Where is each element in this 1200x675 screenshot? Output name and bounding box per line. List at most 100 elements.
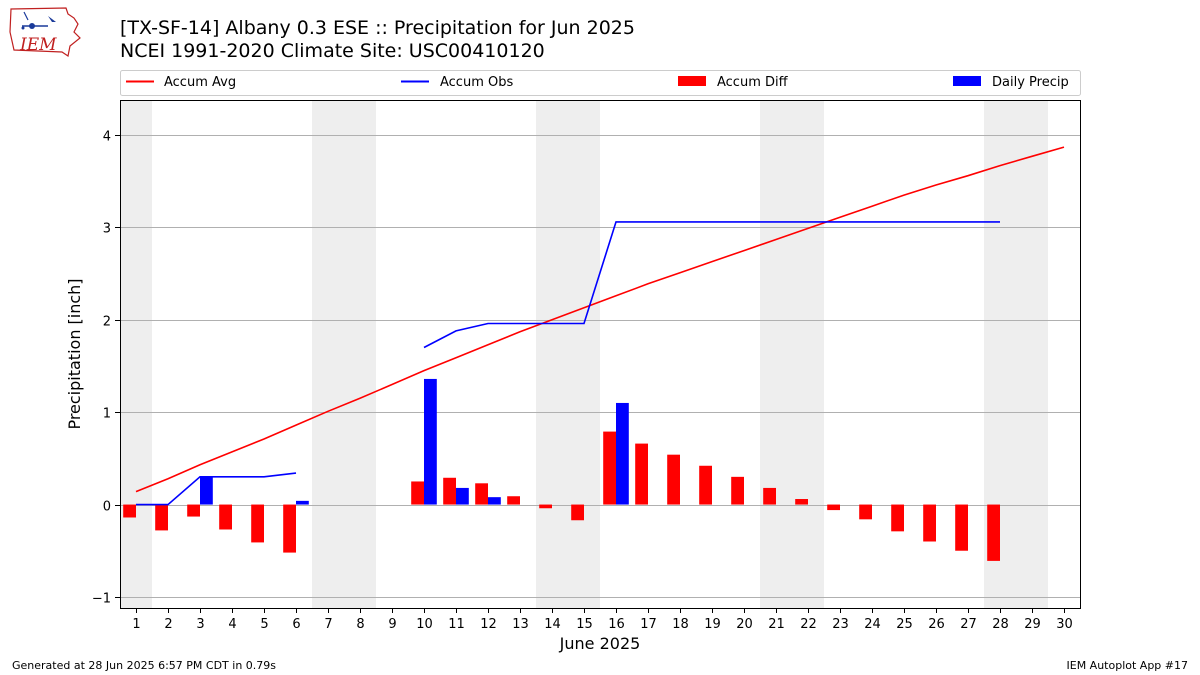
diff-bar	[283, 504, 296, 553]
accum-avg-line	[135, 146, 1065, 493]
weekend-band	[120, 100, 152, 608]
x-tick-label: 6	[292, 617, 300, 632]
x-tick-label: 11	[448, 617, 465, 632]
diff-bar	[699, 465, 712, 505]
weekend-band	[1016, 100, 1048, 608]
plot-frame	[120, 100, 1081, 609]
y-tick-label: 1	[103, 407, 111, 422]
diff-bar	[955, 504, 968, 551]
iem-logo: IEM	[8, 6, 82, 60]
legend-swatch-daily-precip	[953, 76, 981, 86]
x-tick-label: 1	[132, 617, 140, 632]
x-tick-label: 24	[864, 617, 881, 632]
diff-bar	[795, 499, 808, 505]
y-axis-label: Precipitation [inch]	[65, 278, 84, 429]
weekend-shading	[120, 100, 1048, 608]
x-tick-label: 14	[544, 617, 561, 632]
weekend-band	[344, 100, 376, 608]
x-tick-label: 21	[768, 617, 785, 632]
bars	[123, 378, 1000, 561]
x-axis-ticks: 1 2 3 4 5 6 7 8 9 10 11 12 13 14 15 16 17 18 19 20 21 22 23 24 2…	[132, 608, 1073, 632]
x-tick-label: 22	[800, 617, 817, 632]
diff-bar	[763, 487, 776, 505]
legend-label-daily-precip: Daily Precip	[992, 75, 1069, 90]
diff-bar	[731, 476, 744, 505]
weekend-band	[568, 100, 600, 608]
diff-bar	[571, 504, 584, 521]
footer-generated: Generated at 28 Jun 2025 6:57 PM CDT in …	[12, 659, 277, 672]
chart-subtitle: NCEI 1991-2020 Climate Site: USC00410120	[120, 40, 545, 62]
weekend-band	[760, 100, 792, 608]
x-tick-label: 30	[1056, 617, 1073, 632]
daily-precip-bar	[488, 497, 501, 505]
diff-bar	[859, 504, 872, 520]
iem-state-logo-icon: IEM	[9, 7, 81, 57]
x-tick-label: 8	[356, 617, 364, 632]
diff-bar	[475, 483, 488, 505]
x-tick-label: 13	[512, 617, 529, 632]
daily-precip-bar	[616, 402, 629, 505]
x-tick-label: 16	[608, 617, 625, 632]
legend-label-accum-obs: Accum Obs	[440, 75, 513, 90]
diff-bar	[411, 481, 424, 505]
legend-label-accum-diff: Accum Diff	[717, 75, 789, 90]
x-tick-label: 3	[196, 617, 204, 632]
x-tick-label: 17	[640, 617, 657, 632]
y-tick-label: 4	[103, 130, 111, 145]
y-tick-label: 0	[103, 500, 111, 515]
x-tick-label: 5	[260, 617, 268, 632]
x-tick-label: 29	[1024, 617, 1041, 632]
x-tick-label: 26	[928, 617, 945, 632]
diff-bar	[507, 496, 520, 505]
x-tick-label: 9	[388, 617, 396, 632]
x-tick-label: 23	[832, 617, 849, 632]
diff-bar	[987, 504, 1000, 561]
x-tick-label: 15	[576, 617, 593, 632]
x-tick-label: 20	[736, 617, 753, 632]
legend-frame	[120, 70, 1081, 96]
daily-precip-bar	[296, 500, 309, 505]
x-tick-label: 18	[672, 617, 689, 632]
y-tick-label: 3	[103, 222, 111, 237]
logo-text: IEM	[19, 35, 57, 55]
x-tick-label: 12	[480, 617, 497, 632]
x-tick-label: 4	[228, 617, 236, 632]
y-axis-ticks: −1 0 1 2 3 4	[92, 130, 120, 607]
diff-bar	[123, 504, 136, 518]
lines	[135, 146, 1065, 506]
diff-bar	[539, 504, 552, 509]
weekend-band	[536, 100, 568, 608]
x-axis-label: June 2025	[559, 634, 641, 653]
diff-bar	[155, 504, 168, 531]
daily-precip-bar	[424, 378, 437, 505]
y-tick-label: −1	[92, 592, 111, 607]
x-tick-label: 25	[896, 617, 913, 632]
diff-bar	[251, 504, 264, 543]
diff-bar	[635, 443, 648, 505]
diff-bar	[219, 504, 232, 530]
x-tick-label: 2	[164, 617, 172, 632]
x-tick-label: 28	[992, 617, 1009, 632]
weekend-band	[792, 100, 824, 608]
diff-bar	[443, 477, 456, 505]
diff-bar	[603, 431, 616, 505]
chart-title: [TX-SF-14] Albany 0.3 ESE :: Precipitati…	[120, 17, 635, 39]
diff-bar	[923, 504, 936, 542]
diff-bar	[891, 504, 904, 532]
legend: Accum Avg Accum Obs Accum Diff Daily Pre…	[120, 70, 1081, 96]
x-tick-label: 7	[324, 617, 332, 632]
daily-precip-bar	[200, 476, 213, 505]
weekend-band	[312, 100, 344, 608]
y-tick-label: 2	[103, 315, 111, 330]
diff-bar	[827, 504, 840, 511]
grid-lines	[120, 135, 1080, 598]
accum-obs-line	[423, 221, 1000, 349]
x-tick-label: 27	[960, 617, 977, 632]
legend-label-accum-avg: Accum Avg	[164, 75, 236, 90]
legend-swatch-accum-diff	[678, 76, 706, 86]
footer-app: IEM Autoplot App #17	[1066, 659, 1189, 672]
diff-bar	[667, 454, 680, 505]
x-tick-label: 19	[704, 617, 721, 632]
accum-obs-line	[136, 472, 297, 506]
